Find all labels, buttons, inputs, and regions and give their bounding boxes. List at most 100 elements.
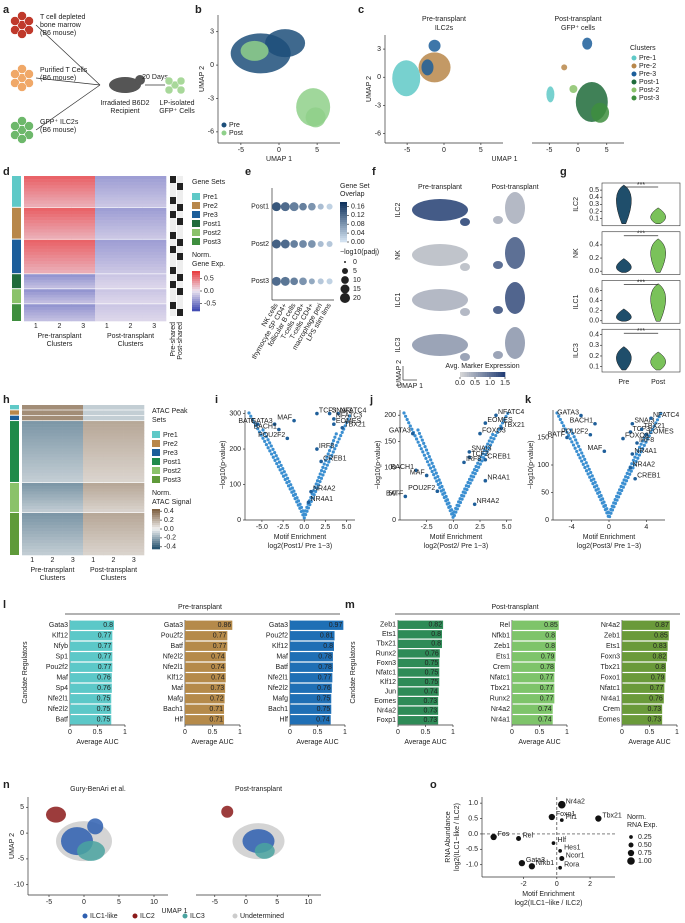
legend-swatch [631, 95, 637, 101]
panel-label: h [3, 394, 10, 406]
x-axis-label: Average AUC [191, 739, 233, 746]
heat-cell [103, 478, 124, 483]
gene-point [483, 421, 488, 425]
gene-point [639, 427, 644, 432]
heat-cell [24, 200, 48, 205]
legend-title: Overlap [340, 191, 365, 198]
category-label: Nr4a1 [491, 717, 510, 724]
value-label: 0.82 [428, 622, 442, 629]
column-label: 3 [81, 323, 85, 330]
colorbar-tick-label: 1.5 [500, 380, 510, 387]
heat-cell [71, 200, 96, 205]
bar [185, 652, 226, 662]
colorbar-step [152, 543, 160, 546]
bar [512, 652, 556, 662]
heat-cell [142, 257, 167, 262]
heat-cell [42, 424, 63, 428]
y-tick-label: 0.4 [589, 242, 599, 249]
size-key-label: 10 [353, 277, 361, 284]
heat-cell [22, 533, 43, 538]
heat-cell [118, 229, 143, 233]
heat-cell [142, 210, 167, 215]
heat-cell [22, 460, 43, 464]
legend-swatch [192, 238, 200, 245]
heat-cell [47, 264, 72, 268]
y-tick-label: -5 [18, 856, 24, 863]
x-tick-label: 0.5 [208, 729, 218, 736]
heat-cell [83, 533, 104, 538]
heat-cell [83, 545, 104, 550]
side-strip [170, 239, 176, 246]
colorbar-step [340, 212, 347, 215]
heat-cell [62, 478, 84, 483]
category-label: Eomes [374, 698, 396, 705]
bar [70, 652, 113, 662]
side-strip [177, 281, 183, 288]
colorbar-step [152, 511, 160, 514]
x-axis-label: log2(Post3/ Pre 1−3) [577, 543, 641, 550]
heat-cell [103, 482, 124, 487]
category-label: Nfatc1 [490, 675, 510, 682]
legend-label: Post2 [163, 468, 181, 475]
arrow-label: 20 Days [142, 74, 168, 81]
cell [17, 116, 27, 126]
heat-cell [42, 478, 63, 483]
dot [299, 277, 307, 286]
value-label: 0.77 [213, 633, 227, 640]
heat-cell [142, 315, 167, 319]
value-label: 0.71 [209, 706, 223, 713]
y-tick-label: 0.1 [589, 364, 599, 371]
output-label: LP-isolated [159, 100, 194, 107]
category-label: Nfatc1 [376, 669, 396, 676]
colorbar-step [192, 307, 200, 310]
donor-label: (B6 mouse) [40, 75, 76, 82]
donor-label: T cell depleted [40, 14, 86, 21]
bar [512, 673, 555, 683]
gene-label: TBX21 [344, 422, 366, 429]
y-tick-label: 100 [537, 462, 549, 469]
recipient-label: Recipient [110, 108, 139, 115]
group-title: Post-transplant [491, 604, 538, 611]
x-tick-label: 0 [576, 147, 580, 154]
size-key [627, 857, 635, 865]
heat-cell [24, 194, 48, 198]
category-label: Zeb1 [494, 643, 510, 650]
heat-cell [83, 475, 104, 480]
category-label: Hlf [279, 717, 288, 724]
value-label: 0.77 [98, 643, 112, 650]
heat-cell [62, 466, 84, 471]
cell-cloud [421, 59, 434, 76]
gene-label: EOMES [336, 418, 362, 425]
heat-cell [95, 210, 119, 215]
heat-cell [118, 285, 143, 289]
heat-cell [47, 282, 72, 286]
heat-cell [42, 536, 63, 541]
heat-cell [83, 509, 104, 513]
side-strip [170, 274, 176, 281]
heat-cell [95, 188, 119, 192]
value-label: 0.75 [97, 717, 111, 724]
group-title: Pre-transplant [178, 604, 222, 611]
heat-cell [95, 270, 119, 274]
set-strip [10, 421, 19, 482]
heat-cell [24, 315, 48, 319]
y-tick-label: 0.2 [589, 208, 599, 215]
heat-cell [24, 197, 48, 201]
cell-cloud [77, 840, 105, 861]
category-label: Jun [385, 688, 396, 695]
heat-cell [123, 421, 145, 425]
y-tick-label: 50 [541, 489, 549, 496]
side-strip [177, 295, 183, 302]
heat-cell [24, 309, 48, 313]
heat-cell [142, 194, 167, 198]
legend-swatch [82, 913, 88, 919]
x-axis-label: Motif Enrichment [522, 891, 575, 898]
heat-cell [42, 551, 63, 556]
category-label: Nr4a2 [601, 622, 620, 629]
heat-cell [47, 210, 72, 215]
row-label: NK [395, 250, 402, 260]
value-label: 0.8 [323, 643, 333, 650]
heat-cell [123, 509, 145, 513]
heat-cell [42, 466, 63, 471]
heat-cell [24, 260, 48, 265]
